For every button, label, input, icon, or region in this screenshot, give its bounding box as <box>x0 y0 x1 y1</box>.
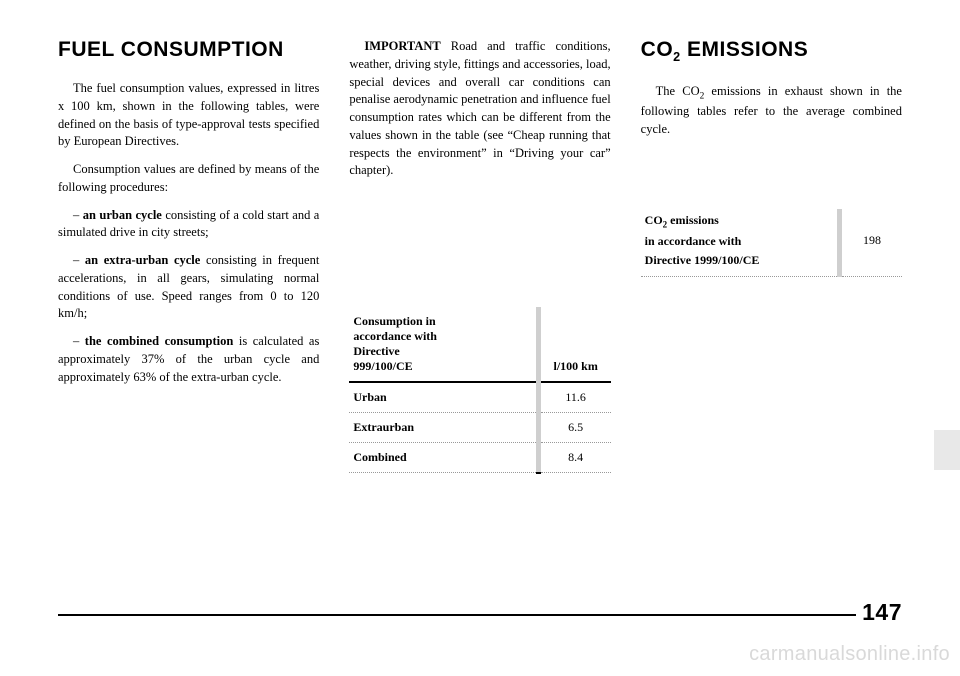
hdr-l1: Consumption in <box>353 314 435 328</box>
consumption-table: Consumption in accordance with Directive… <box>349 307 610 474</box>
co2-l1-post: emissions <box>667 213 719 227</box>
co2-table: CO2 emissions in accordance with Directi… <box>641 209 902 278</box>
co2-heading: CO2 EMISSIONS <box>641 38 902 65</box>
row-value: 6.5 <box>541 413 611 443</box>
table-header: Consumption in accordance with Directive… <box>349 307 610 382</box>
hdr-l4: 999/100/CE <box>353 359 412 373</box>
fc-p2: Consumption values are defined by means … <box>58 161 319 197</box>
page: FUEL CONSUMPTION The fuel consumption va… <box>0 0 960 676</box>
table-row: Extraurban 6.5 <box>349 413 610 443</box>
co2-l1-pre: CO <box>645 213 663 227</box>
fc-p4-pre: – <box>73 253 85 267</box>
col-1: FUEL CONSUMPTION The fuel consumption va… <box>58 38 319 474</box>
col-3: CO2 EMISSIONS The CO2 emissions in exhau… <box>641 38 902 474</box>
row-label: Urban <box>349 382 535 413</box>
page-number-rule: 147 <box>58 614 902 616</box>
important-p: IMPORTANT Road and traffic conditions, w… <box>349 38 610 180</box>
fc-p4: – an extra-urban cycle consisting in fre… <box>58 252 319 323</box>
table-header-unit: l/100 km <box>541 307 611 382</box>
fc-p3-pre: – <box>73 208 83 222</box>
fuel-consumption-heading: FUEL CONSUMPTION <box>58 38 319 62</box>
fc-p3: – an urban cycle consisting of a cold st… <box>58 207 319 243</box>
co2-p1-pre: The CO <box>656 84 700 98</box>
co2-table-row: CO2 emissions in accordance with Directi… <box>641 209 902 277</box>
fc-p5-b: the combined consumption <box>85 334 234 348</box>
page-number: 147 <box>856 599 902 626</box>
row-value: 11.6 <box>541 382 611 413</box>
fc-p5-pre: – <box>73 334 85 348</box>
co2-h-pre: CO <box>641 38 674 61</box>
table-row: Combined 8.4 <box>349 443 610 473</box>
col-2: IMPORTANT Road and traffic conditions, w… <box>349 38 610 474</box>
co2-l2: in accordance with <box>645 234 742 248</box>
hdr-l3: Directive <box>353 344 399 358</box>
row-label: Combined <box>349 443 535 473</box>
fc-p1: The fuel consumption values, expressed i… <box>58 80 319 151</box>
side-tab <box>934 430 960 470</box>
fc-p3-b: an urban cycle <box>83 208 162 222</box>
table-row: Urban 11.6 <box>349 382 610 413</box>
spacer <box>641 149 902 199</box>
watermark: carmanualsonline.info <box>749 643 950 666</box>
spacer <box>349 190 610 305</box>
co2-h-sub: 2 <box>673 50 681 64</box>
page-number-line <box>58 614 902 616</box>
row-label: Extraurban <box>349 413 535 443</box>
important-b: IMPORTANT <box>364 39 440 53</box>
hdr-l2: accordance with <box>353 329 437 343</box>
co2-h-post: EMISSIONS <box>681 38 809 61</box>
table-header-label: Consumption in accordance with Directive… <box>349 307 535 382</box>
co2-table-label: CO2 emissions in accordance with Directi… <box>641 209 837 277</box>
columns: FUEL CONSUMPTION The fuel consumption va… <box>58 38 902 474</box>
co2-table-value: 198 <box>842 209 902 277</box>
co2-p1: The CO2 emissions in exhaust shown in th… <box>641 83 902 139</box>
co2-l3: Directive 1999/100/CE <box>645 253 760 267</box>
fc-p4-b: an extra-urban cycle <box>85 253 200 267</box>
fc-p5: – the combined consumption is calculated… <box>58 333 319 386</box>
row-value: 8.4 <box>541 443 611 473</box>
important-post: Road and traffic conditions, weather, dr… <box>349 39 610 177</box>
